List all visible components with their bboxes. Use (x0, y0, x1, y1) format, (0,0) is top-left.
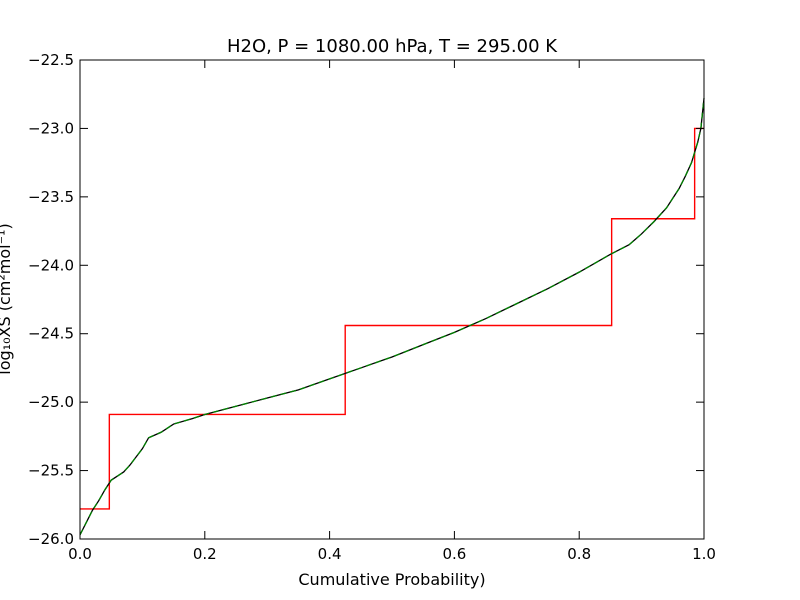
y-tick-label-3: −24.0 (28, 256, 74, 274)
plot-frame (79, 59, 705, 540)
series-line-2 (80, 127, 704, 510)
y-tick-label-6: −25.5 (28, 462, 74, 480)
x-tick-label-3: 0.6 (442, 545, 466, 563)
x-tick-label-1: 0.2 (193, 545, 217, 563)
y-axis-label: log₁₀XS (cm²mol⁻¹) (0, 223, 14, 374)
x-tick-label-4: 0.8 (567, 545, 591, 563)
y-tick-label-7: −26.0 (28, 530, 74, 548)
y-tick-label-1: −23.0 (28, 119, 74, 137)
y-tick-label-4: −24.5 (28, 325, 74, 343)
y-tick-label-5: −25.0 (28, 393, 74, 411)
series-layer (79, 98, 705, 536)
ticks-layer: 0.0 0.2 0.4 0.6 0.8 1.0 −22.5 −23.0 −23.5 −24.0 −2… (28, 51, 716, 563)
y-tick-label-2: −23.5 (28, 188, 74, 206)
chart-title: H2O, P = 1080.00 hPa, T = 295.00 K (227, 36, 558, 57)
x-tick-label-5: 1.0 (692, 545, 716, 563)
x-tick-label-2: 0.4 (318, 545, 342, 563)
y-tick-label-0: −22.5 (28, 51, 74, 69)
series-line-0 (79, 98, 705, 536)
series-line-1 (79, 98, 705, 536)
x-axis-label: Cumulative Probability) (298, 570, 485, 589)
x-tick-label-0: 0.0 (68, 545, 92, 563)
